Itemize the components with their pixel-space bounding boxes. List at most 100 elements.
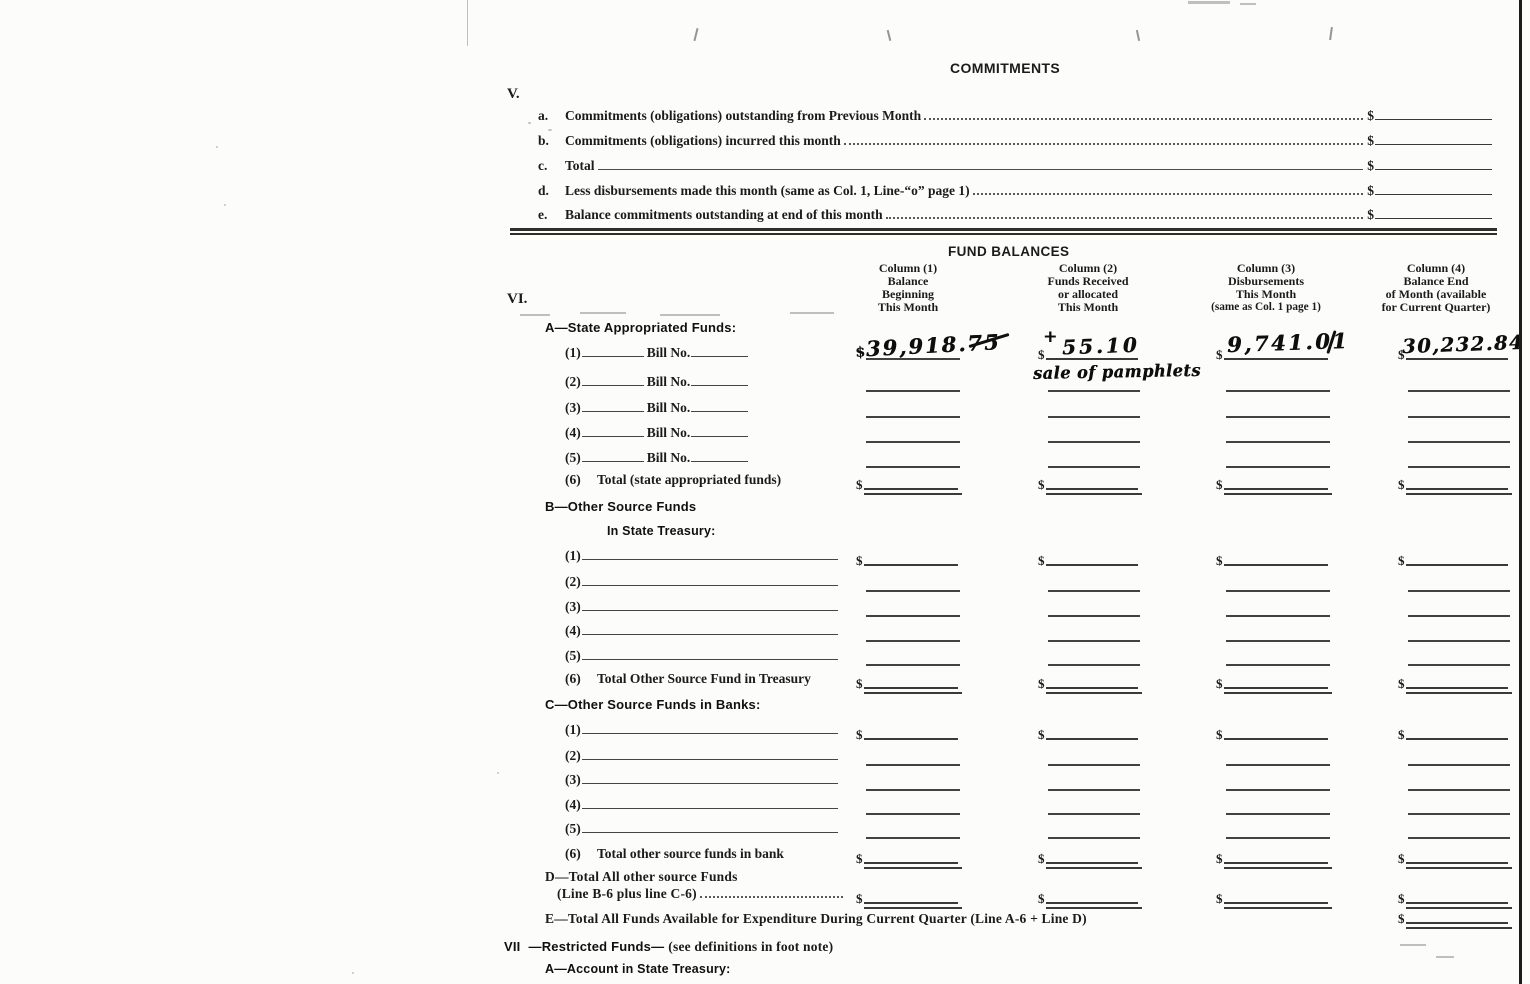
total-underline — [1046, 907, 1142, 909]
column-header-line: of Month (available — [1385, 287, 1487, 301]
row-number: (2) — [565, 374, 581, 389]
amount-blank-line — [1226, 664, 1330, 666]
amount-blank-line — [1375, 168, 1492, 170]
amount-blank-line — [1408, 789, 1510, 791]
bill-row-5: (5) Bill No. — [565, 450, 749, 466]
amount-blank-line — [1048, 416, 1140, 418]
bank-row-4: (4) — [565, 797, 838, 813]
row-number: (6) — [565, 846, 581, 861]
amount-blank-line — [1223, 902, 1328, 904]
blank-line — [581, 782, 838, 784]
section-a-heading: A—State Appropriated Funds: — [545, 320, 737, 335]
amount-blank-line — [1048, 615, 1140, 617]
total-underline — [864, 867, 962, 869]
dollar-sign: $ — [1367, 158, 1374, 173]
blank-line — [581, 658, 838, 660]
dollar-sign: $ — [1398, 891, 1405, 906]
amount-blank-line — [866, 466, 960, 468]
blank-line — [581, 558, 838, 560]
treasury-row-3: (3) — [565, 599, 838, 615]
amount-blank-line — [1048, 441, 1140, 443]
row-number: (6) — [565, 472, 581, 487]
blank-line — [581, 831, 838, 833]
scan-speck — [548, 129, 552, 131]
bill-no-label: Bill No. — [646, 400, 691, 415]
amount-blank-line — [1223, 738, 1328, 740]
scan-speck — [497, 772, 499, 774]
bill-no-label: Bill No. — [646, 450, 691, 465]
scan-noise — [660, 314, 720, 316]
amount-field: $ — [1398, 548, 1508, 567]
total-underline — [1224, 493, 1332, 495]
total-amount-field: $ — [856, 671, 958, 690]
dollar-sign: $ — [1216, 347, 1223, 362]
amount-blank-line — [1226, 390, 1330, 392]
treasury-row-5: (5) — [565, 648, 838, 664]
row-letter: e. — [538, 207, 548, 222]
amount-blank-line — [1408, 590, 1510, 592]
column-header-line: This Month — [877, 300, 939, 314]
column-4-header: Column (4) Balance End of Month (availab… — [1353, 262, 1519, 314]
total-underline — [1224, 907, 1332, 909]
row-label: Total — [565, 158, 595, 173]
section-b-heading: B—Other Source Funds — [545, 499, 697, 514]
total-underline — [1224, 867, 1332, 869]
amount-blank-line — [866, 416, 960, 418]
section-d-subline-row: (Line B-6 plus line C-6) — [557, 886, 845, 902]
scan-speck — [224, 204, 226, 206]
scan-speck — [1329, 26, 1333, 41]
column-header-line: Funds Received — [1047, 274, 1129, 288]
total-amount-field: $ — [1038, 472, 1138, 491]
section-e-heading: E—Total All Funds Available for Expendit… — [545, 911, 1087, 926]
column-1-header: Column (1) Balance Beginning This Month — [833, 262, 983, 314]
blank-line — [691, 384, 749, 386]
scan-edge-mark — [467, 0, 468, 46]
row-number: (4) — [565, 797, 581, 812]
total-underline — [1406, 927, 1512, 929]
column-header-line: Column (4) — [1406, 261, 1466, 275]
amount-blank-line — [1045, 862, 1138, 864]
row-number: (3) — [565, 400, 581, 415]
total-amount-field: $ — [1216, 846, 1328, 865]
total-underline — [1046, 493, 1142, 495]
row-number: (5) — [565, 821, 581, 836]
column-3-header: Column (3) Disbursements This Month (sam… — [1183, 262, 1349, 314]
commitment-row-d: d. Less disbursements made this month (s… — [538, 183, 1492, 199]
amount-blank-line — [1405, 738, 1508, 740]
amount-blank-line — [863, 564, 958, 566]
dollar-sign: $ — [856, 891, 863, 906]
scan-speck — [528, 122, 531, 124]
scan-speck — [216, 146, 218, 148]
column-header-line: Balance — [887, 274, 929, 288]
row-number: (1) — [565, 345, 581, 360]
amount-blank-line — [866, 640, 960, 642]
fund-balances-title: FUND BALANCES — [948, 244, 1070, 259]
amount-blank-line — [1048, 466, 1140, 468]
bank-row-1: (1) — [565, 722, 838, 738]
dotted-leader — [885, 216, 1364, 219]
amount-blank-line — [1405, 564, 1508, 566]
double-rule-top — [510, 228, 1497, 231]
row-number: (2) — [565, 748, 581, 763]
total-underline — [1224, 692, 1332, 694]
section-vii-heading-row: VII —Restricted Funds— (see definitions … — [504, 938, 833, 956]
blank-line — [581, 758, 838, 760]
section-d-subline: (Line B-6 plus line C-6) — [557, 886, 697, 901]
row-letter: a. — [538, 108, 549, 123]
amount-blank-line — [1048, 590, 1140, 592]
amount-blank-line — [1375, 118, 1492, 120]
dollar-sign: $ — [1398, 851, 1405, 866]
total-amount-field: $ — [1038, 886, 1138, 905]
dollar-sign: $ — [1367, 207, 1374, 222]
row-number: (5) — [565, 450, 581, 465]
total-amount-field: $ — [1398, 472, 1508, 491]
amount-blank-line — [1408, 640, 1510, 642]
column-2-header: Column (2) Funds Received or allocated T… — [1013, 262, 1163, 314]
amount-blank-line — [1226, 789, 1330, 791]
amount-blank-line — [1375, 217, 1492, 219]
total-underline — [864, 907, 962, 909]
handwritten-col1-amount: $39,918.75 — [854, 329, 1001, 362]
dollar-sign: $ — [1398, 727, 1405, 742]
dollar-sign: $ — [1038, 553, 1045, 568]
